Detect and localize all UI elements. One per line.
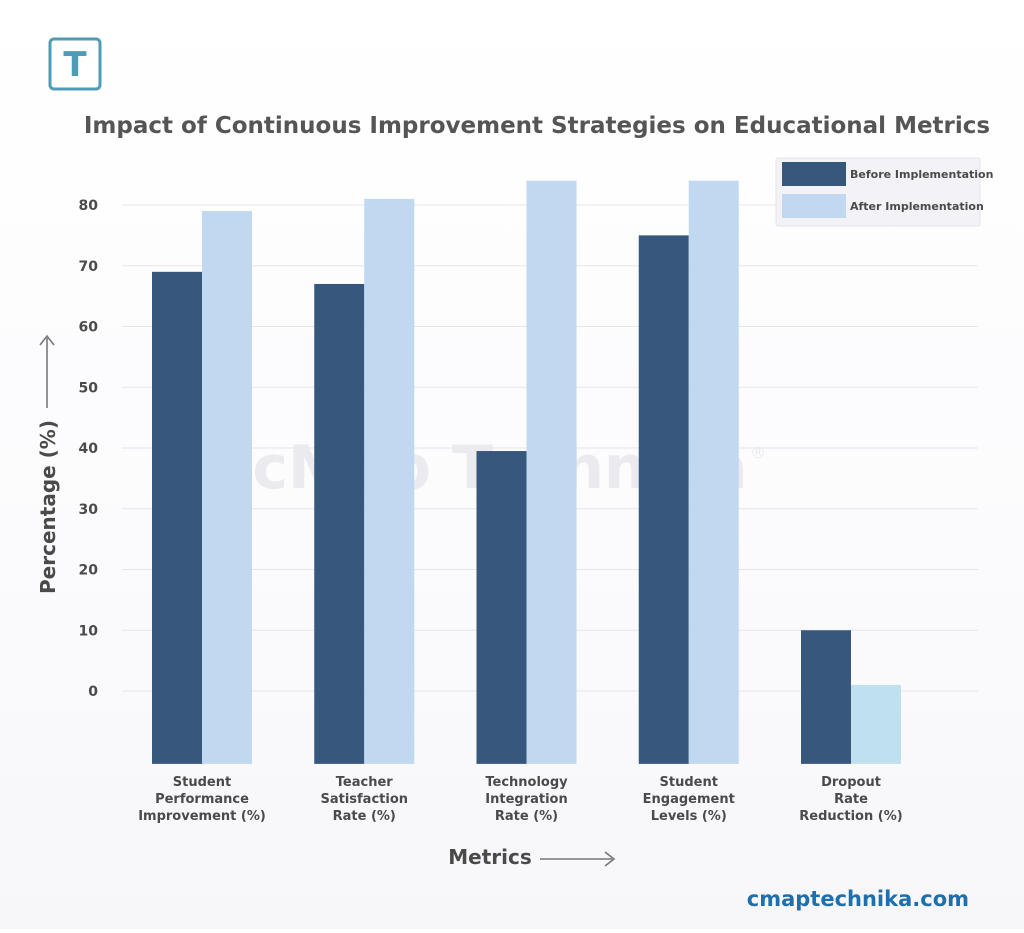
y-tick-label: 10 xyxy=(79,623,99,639)
y-tick-labels: 0 10 20 30 40 50 60 70 80 xyxy=(79,198,99,700)
legend-swatch-after xyxy=(782,194,846,218)
bar-layer xyxy=(152,180,901,764)
x-tick-labels: Student Performance Improvement (%) Teacher… xyxy=(138,775,902,824)
logo: T xyxy=(48,37,102,91)
y-tick-label: 30 xyxy=(79,502,99,518)
logo-frame xyxy=(48,37,102,91)
bar-after xyxy=(526,180,577,764)
legend-label-after: After Implementation xyxy=(850,200,984,213)
y-axis-arrow-icon xyxy=(39,334,55,346)
y-tick-label: 20 xyxy=(79,563,99,579)
y-tick-label: 40 xyxy=(79,441,99,457)
bar-before xyxy=(314,283,365,764)
y-axis-label: Percentage (%) xyxy=(36,420,60,594)
bar-after xyxy=(851,684,901,764)
x-tick-label: Dropout Rate Reduction (%) xyxy=(799,775,902,824)
y-tick-label: 0 xyxy=(88,684,98,700)
x-axis-label: Metrics xyxy=(448,845,532,869)
website-link[interactable]: cmaptechnika.com xyxy=(747,887,969,911)
x-tick-label: Technology Integration Rate (%) xyxy=(485,775,568,824)
bar-before xyxy=(801,630,851,764)
logo-glyph: T xyxy=(63,45,87,85)
y-tick-label: 80 xyxy=(79,198,99,214)
legend: Before Implementation After Implementati… xyxy=(775,157,993,227)
x-tick-label: Student Performance Improvement (%) xyxy=(138,775,266,824)
legend-label-before: Before Implementation xyxy=(850,168,993,181)
x-axis-label-group: Metrics xyxy=(448,845,616,869)
legend-swatch-before xyxy=(782,162,846,186)
y-tick-label: 60 xyxy=(79,320,99,336)
chart-title: Impact of Continuous Improvement Strateg… xyxy=(84,113,990,139)
watermark-registered-mark: ® xyxy=(750,443,766,462)
y-tick-label: 50 xyxy=(79,380,99,396)
bar-before xyxy=(476,451,527,764)
y-tick-label: 70 xyxy=(79,259,99,275)
x-tick-label: Teacher Satisfaction Rate (%) xyxy=(320,775,408,824)
bar-after xyxy=(688,180,739,764)
x-tick-label: Student Engagement Levels (%) xyxy=(643,775,735,824)
y-axis-label-group: Percentage (%) xyxy=(36,334,60,594)
x-axis-arrow-icon xyxy=(604,851,616,867)
bar-after xyxy=(202,211,252,764)
bar-after xyxy=(364,198,415,764)
bar-before xyxy=(638,235,689,764)
bar-before xyxy=(152,271,202,764)
